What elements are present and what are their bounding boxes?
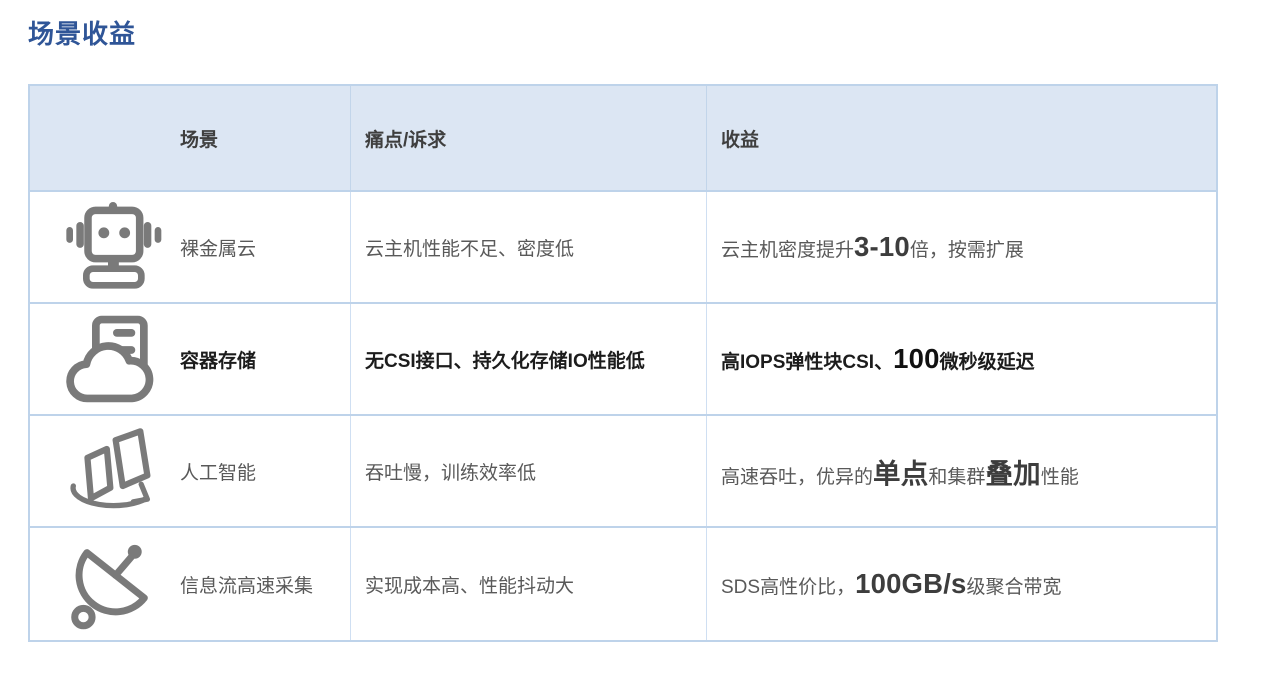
- table-row: 容器存储 无CSI接口、持久化存储IO性能低 高IOPS弹性块CSI、100微秒…: [30, 304, 1216, 416]
- benefit-highlight: 100GB/s: [855, 568, 967, 599]
- table-row: 信息流高速采集 实现成本高、性能抖动大 SDS高性价比，100GB/s级聚合带宽: [30, 528, 1216, 640]
- benefit-highlight: 单点: [873, 458, 929, 489]
- benefit-segment: 倍，按需扩展: [909, 240, 1024, 261]
- benefit-segment: 云主机密度提升: [721, 240, 855, 261]
- header-painpoint: 痛点/诉求: [351, 86, 707, 190]
- benefit-segment: 和集群: [928, 467, 986, 488]
- pain-cell: 实现成本高、性能抖动大: [351, 528, 707, 640]
- benefit-text: 高IOPS弹性块CSI、100微秒级延迟: [721, 343, 1035, 375]
- header-painpoint-label: 痛点/诉求: [365, 129, 447, 151]
- benefit-cell: 高速吞吐，优异的单点和集群叠加性能: [707, 416, 1216, 526]
- benefit-cell: SDS高性价比，100GB/s级聚合带宽: [707, 528, 1216, 640]
- scenario-cell: 信息流高速采集: [30, 528, 351, 640]
- cloud-server-icon: [30, 304, 180, 414]
- benefit-segment: 性能: [1040, 467, 1079, 488]
- scenario-label: 裸金属云: [180, 238, 257, 260]
- benefit-highlight: 100: [893, 343, 940, 374]
- satellite-dish-icon: [30, 528, 180, 640]
- benefit-segment: 高IOPS弹性块CSI、: [721, 352, 894, 373]
- header-scenario-label: 场景: [180, 129, 219, 151]
- header-scenario: 场景: [30, 86, 351, 190]
- benefit-text: 云主机密度提升3-10倍，按需扩展: [721, 231, 1024, 263]
- table-row: 裸金属云 云主机性能不足、密度低 云主机密度提升3-10倍，按需扩展: [30, 192, 1216, 304]
- table-row: 人工智能 吞吐慢，训练效率低 高速吞吐，优异的单点和集群叠加性能: [30, 416, 1216, 528]
- benefit-cell: 云主机密度提升3-10倍，按需扩展: [707, 192, 1216, 302]
- scenario-benefits-table: 场景 痛点/诉求 收益 裸金属云 云主机性能不足、密度低: [28, 84, 1218, 642]
- pain-text: 实现成本高、性能抖动大: [365, 575, 575, 597]
- benefit-segment: SDS高性价比，: [721, 577, 856, 598]
- table-header-row: 场景 痛点/诉求 收益: [30, 86, 1216, 192]
- benefit-highlight: 3-10: [854, 231, 910, 262]
- pain-cell: 无CSI接口、持久化存储IO性能低: [351, 304, 707, 414]
- pain-text: 无CSI接口、持久化存储IO性能低: [365, 350, 645, 372]
- page-title: 场景收益: [28, 19, 137, 49]
- robot-icon: [30, 192, 180, 302]
- ai-flow-icon: [30, 416, 180, 526]
- scenario-label: 信息流高速采集: [180, 575, 314, 597]
- benefit-segment: 高速吞吐，优异的: [721, 467, 874, 488]
- benefit-cell: 高IOPS弹性块CSI、100微秒级延迟: [707, 304, 1216, 414]
- scenario-cell: 裸金属云: [30, 192, 351, 302]
- benefit-text: 高速吞吐，优异的单点和集群叠加性能: [721, 451, 1079, 491]
- benefit-highlight: 叠加: [985, 458, 1041, 489]
- pain-text: 云主机性能不足、密度低: [365, 238, 575, 260]
- benefit-segment: 级聚合带宽: [966, 577, 1062, 598]
- pain-cell: 吞吐慢，训练效率低: [351, 416, 707, 526]
- scenario-cell: 人工智能: [30, 416, 351, 526]
- scenario-cell: 容器存储: [30, 304, 351, 414]
- table-body: 裸金属云 云主机性能不足、密度低 云主机密度提升3-10倍，按需扩展 容器存储 …: [30, 192, 1216, 640]
- benefit-segment: 微秒级延迟: [939, 352, 1035, 373]
- header-benefit: 收益: [707, 86, 1216, 190]
- scenario-label: 人工智能: [180, 462, 257, 484]
- benefit-text: SDS高性价比，100GB/s级聚合带宽: [721, 568, 1062, 600]
- header-benefit-label: 收益: [721, 129, 760, 151]
- pain-cell: 云主机性能不足、密度低: [351, 192, 707, 302]
- pain-text: 吞吐慢，训练效率低: [365, 462, 537, 484]
- scenario-label: 容器存储: [180, 350, 257, 372]
